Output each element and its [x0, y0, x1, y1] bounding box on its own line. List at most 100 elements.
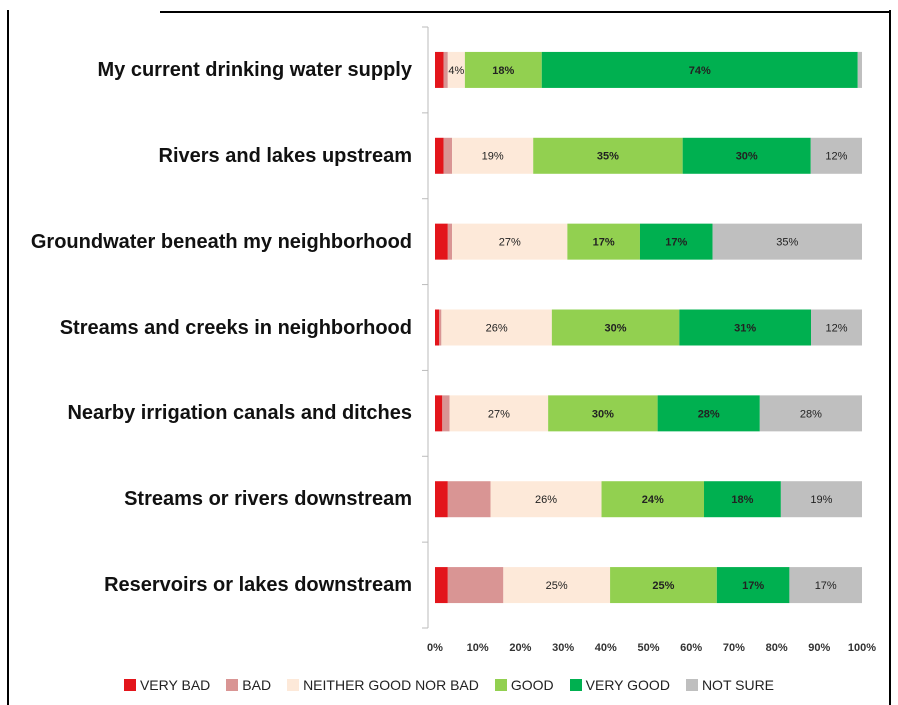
- data-label: 17%: [742, 580, 764, 592]
- legend-swatch: [226, 679, 239, 691]
- y-tick-label: Nearby irrigation canals and ditches: [67, 402, 412, 425]
- bar-segment: [435, 223, 448, 260]
- data-label: 35%: [776, 237, 798, 249]
- x-tick-label: 90%: [808, 642, 830, 654]
- bar-segment: [443, 137, 453, 174]
- y-tick-label: Groundwater beneath my neighborhood: [30, 230, 412, 253]
- category-label-box: My current drinking water supply: [12, 30, 412, 110]
- legend-swatch: [494, 679, 507, 691]
- legend-item: NEITHER GOOD NOR BAD: [287, 677, 479, 693]
- data-label: 18%: [731, 494, 753, 506]
- bar-segment: [610, 567, 717, 604]
- bar-segment: [759, 395, 862, 432]
- x-tick-label: 80%: [766, 642, 788, 654]
- legend-item: BAD: [226, 677, 271, 693]
- bar-segment: [541, 51, 858, 88]
- bar-segment: [548, 395, 658, 432]
- data-label: 25%: [546, 580, 568, 592]
- data-label: 28%: [800, 408, 822, 420]
- bar-segment: [435, 395, 443, 432]
- legend-label: GOOD: [510, 677, 554, 693]
- legend-label: VERY GOOD: [585, 677, 670, 693]
- bar-segment: [567, 223, 640, 260]
- data-label: 17%: [593, 237, 615, 249]
- y-tick-label: Rivers and lakes upstream: [158, 144, 412, 167]
- bar-segment: [811, 309, 862, 346]
- bar-segment: [435, 51, 444, 88]
- x-tick-label: 30%: [552, 642, 574, 654]
- x-tick-label: 70%: [723, 642, 745, 654]
- data-label: 12%: [825, 322, 847, 334]
- category-label-box: Groundwater beneath my neighborhood: [12, 202, 412, 282]
- bar-segment: [464, 51, 542, 88]
- data-label: 18%: [492, 65, 514, 77]
- bar-segment: [443, 51, 448, 88]
- bar-segment: [442, 395, 450, 432]
- category-label-box: Reservoirs or lakes downstream: [12, 545, 412, 625]
- bar-segment: [533, 137, 683, 174]
- bar-segment: [441, 309, 552, 346]
- x-tick-label: 40%: [595, 642, 617, 654]
- legend-swatch: [685, 679, 698, 691]
- data-label: 28%: [698, 408, 720, 420]
- category-label-box: Nearby irrigation canals and ditches: [12, 373, 412, 453]
- bar-segment: [857, 51, 862, 88]
- bar-segment: [452, 223, 568, 260]
- data-label: 17%: [665, 237, 687, 249]
- bar-segment: [490, 481, 602, 518]
- bar-segment: [503, 567, 611, 604]
- bar-segment: [789, 567, 862, 604]
- bar-segment: [435, 137, 444, 174]
- bar-segment: [601, 481, 705, 518]
- bar-segment: [447, 567, 504, 604]
- data-label: 30%: [605, 322, 627, 334]
- legend-swatch: [287, 679, 300, 691]
- bar-segment: [435, 309, 440, 346]
- bar-segment: [447, 223, 453, 260]
- y-tick-label: My current drinking water supply: [97, 58, 412, 81]
- bar-segment: [810, 137, 862, 174]
- data-label: 4%: [448, 65, 464, 77]
- bar-segment: [551, 309, 680, 346]
- data-label: 27%: [488, 408, 510, 420]
- legend-item: VERY GOOD: [569, 677, 670, 693]
- y-tick-label: Streams and creeks in neighborhood: [59, 316, 412, 339]
- data-label: 35%: [597, 151, 619, 163]
- legend-item: NOT SURE: [685, 677, 775, 693]
- legend-swatch: [569, 679, 582, 691]
- data-label: 19%: [810, 494, 832, 506]
- legend: VERY BAD BAD NEITHER GOOD NOR BAD GOOD VERY …: [8, 674, 890, 696]
- bar-segment: [439, 309, 442, 346]
- legend-label: VERY BAD: [139, 677, 211, 693]
- category-label-box: Streams or rivers downstream: [12, 459, 412, 539]
- bar-segment: [435, 567, 448, 604]
- x-tick-label: 20%: [509, 642, 531, 654]
- data-label: 24%: [642, 494, 664, 506]
- x-tick-label: 10%: [467, 642, 489, 654]
- legend-item: VERY BAD: [123, 677, 211, 693]
- legend-label: NEITHER GOOD NOR BAD: [303, 677, 479, 693]
- data-label: 31%: [734, 322, 756, 334]
- x-tick-label: 50%: [637, 642, 659, 654]
- legend-label: BAD: [242, 677, 272, 693]
- data-label: 26%: [535, 494, 557, 506]
- data-label: 27%: [499, 237, 521, 249]
- legend-item: GOOD: [494, 677, 554, 693]
- bar-segment: [447, 51, 465, 88]
- bar-segment: [435, 481, 448, 518]
- data-label: 26%: [486, 322, 508, 334]
- legend-label: NOT SURE: [701, 677, 775, 693]
- data-label: 17%: [815, 580, 837, 592]
- bar-segment: [452, 137, 534, 174]
- data-label: 12%: [825, 151, 847, 163]
- x-tick-label: 60%: [680, 642, 702, 654]
- bar-segment: [780, 481, 862, 518]
- legend-swatch: [123, 679, 136, 691]
- bar-segment: [639, 223, 713, 260]
- bar-segment: [704, 481, 781, 518]
- x-tick-label: 0%: [427, 642, 443, 654]
- y-tick-label: Reservoirs or lakes downstream: [104, 574, 412, 597]
- y-tick-label: Streams or rivers downstream: [124, 488, 412, 511]
